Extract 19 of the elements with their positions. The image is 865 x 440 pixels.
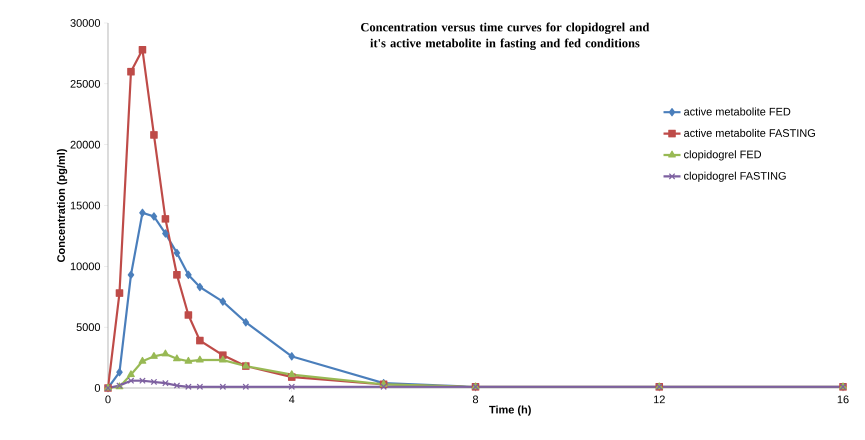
- y-tick-label: 10000: [70, 262, 100, 270]
- legend-label: active metabolite FED: [684, 107, 790, 116]
- y-tick-label: 5000: [76, 323, 100, 332]
- x-tick-label: 0: [105, 396, 111, 404]
- x-tick-label: 4: [288, 396, 294, 404]
- y-tick-label: 15000: [70, 202, 100, 210]
- y-tick-label: 25000: [70, 80, 100, 88]
- y-tick-label: 30000: [70, 19, 100, 27]
- legend-label: clopidogrel FED: [684, 150, 762, 160]
- legend-label: clopidogrel FASTING: [684, 172, 786, 182]
- legend-label: active metabolite FASTING: [684, 128, 815, 137]
- y-tick-label: 20000: [70, 140, 100, 149]
- y-tick-label: 0: [94, 384, 100, 392]
- x-tick-label: 12: [654, 396, 665, 404]
- x-axis-title: Time (h): [489, 405, 531, 416]
- x-tick-label: 16: [838, 396, 849, 404]
- y-axis-title: Concentration (pg/ml): [56, 149, 68, 262]
- x-tick-label: 8: [472, 396, 478, 404]
- text: Concentration versus time curves for clopidogrel and it's active metabolite in fasting and fed conditions: [361, 22, 650, 50]
